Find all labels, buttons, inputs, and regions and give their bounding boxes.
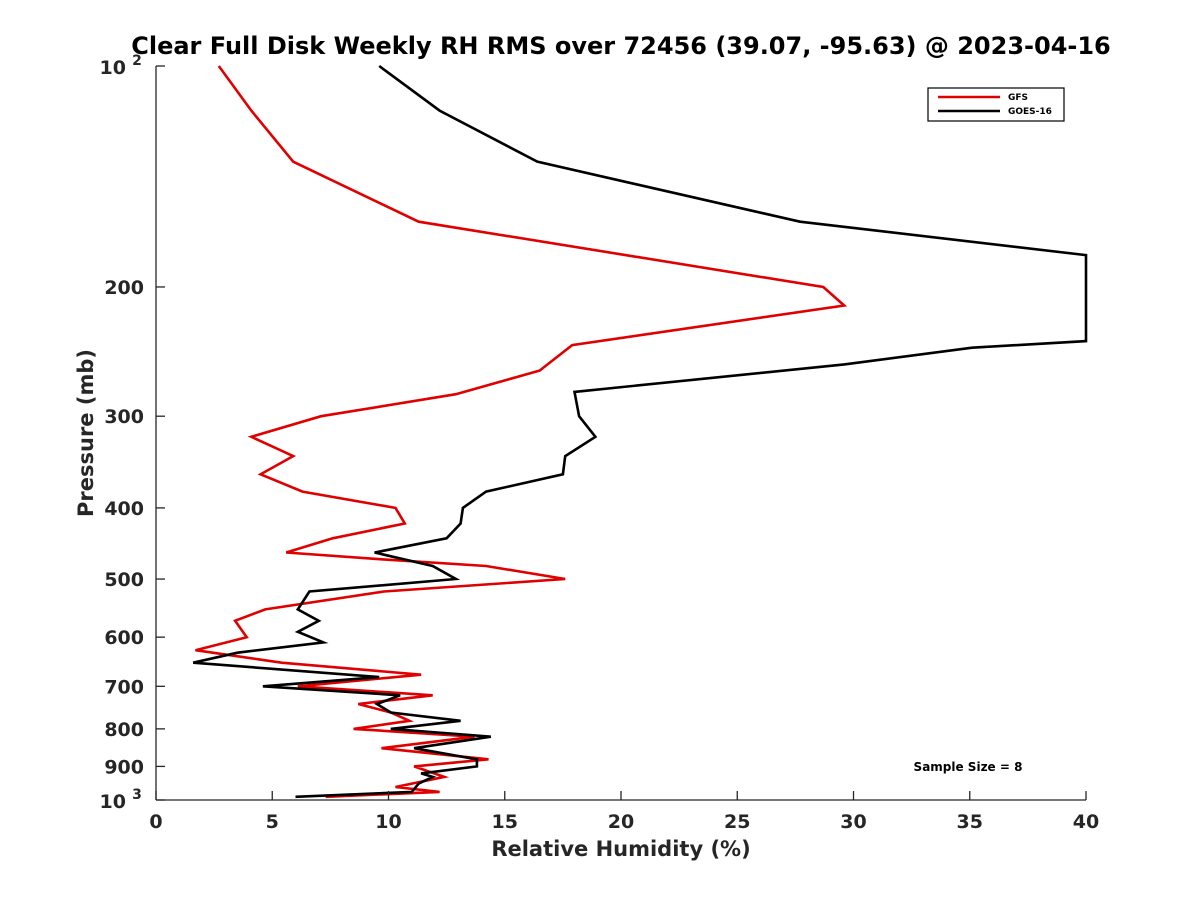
y-decade-base: 10: [100, 791, 126, 813]
y-decade-label: 10: [100, 791, 126, 813]
y-axis-label: Pressure (mb): [74, 349, 98, 517]
x-tick-label: 40: [1073, 811, 1099, 833]
series-layer: [192, 64, 1088, 799]
axes-layer: 0 5 10 15 20 25 30 35 40 200 300 400 500 600 700 800 900…: [100, 53, 1100, 833]
chart-title: Clear Full Disk Weekly RH RMS over 72456…: [131, 32, 1111, 60]
y-decade-label: 10: [100, 57, 126, 79]
x-tick-label: 30: [840, 811, 866, 833]
series-line-goes16: [192, 64, 1088, 799]
x-tick-label: 10: [375, 811, 401, 833]
x-tick-label: 25: [724, 811, 750, 833]
legend: GFS GOES-16: [927, 87, 1065, 122]
y-tick-label: 500: [104, 569, 144, 591]
y-tick-label: 900: [104, 756, 144, 778]
x-tick-label: 15: [492, 811, 518, 833]
plot-area: 0 5 10 15 20 25 30 35 40 200 300 400 500 600 700 800 900…: [100, 53, 1100, 833]
y-tick-label: 200: [104, 277, 144, 299]
y-decade-exponent: 3: [132, 787, 142, 803]
legend-box: [927, 87, 1065, 122]
y-tick-label: 400: [104, 498, 144, 520]
y-tick-label: 800: [104, 719, 144, 741]
x-axis-label: Relative Humidity (%): [491, 837, 750, 861]
sample-size-annotation: Sample Size = 8: [914, 760, 1023, 774]
x-tick-label: 20: [608, 811, 634, 833]
series-line-gfs: [195, 65, 848, 799]
legend-label-goes16: GOES-16: [1008, 107, 1052, 117]
legend-label-gfs: GFS: [1008, 93, 1028, 103]
y-decade-base: 10: [100, 57, 126, 79]
y-decade-exponent: 2: [132, 53, 142, 69]
y-tick-label: 300: [104, 406, 144, 428]
y-tick-label: 600: [104, 627, 144, 649]
y-tick-label: 700: [104, 676, 144, 698]
x-tick-label: 5: [266, 811, 279, 833]
x-tick-label: 35: [957, 811, 983, 833]
x-tick-label: 0: [149, 811, 162, 833]
